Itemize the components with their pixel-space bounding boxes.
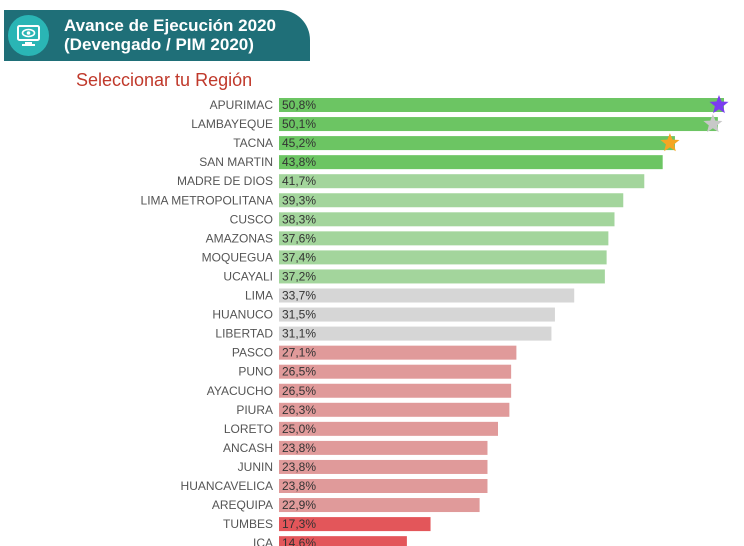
- region-label[interactable]: TUMBES: [223, 517, 273, 531]
- region-label[interactable]: JUNIN: [238, 460, 273, 474]
- region-label[interactable]: ICA: [253, 536, 273, 546]
- region-label[interactable]: PUNO: [238, 365, 273, 379]
- region-bar[interactable]: [279, 326, 552, 341]
- region-label[interactable]: LORETO: [224, 422, 273, 436]
- region-bar[interactable]: [279, 231, 609, 246]
- page-title: Avance de Ejecución 2020 (Devengado / PI…: [64, 16, 276, 54]
- bar-value-label: 50,8%: [282, 98, 316, 112]
- region-label[interactable]: LIMA METROPOLITANA: [141, 193, 273, 207]
- region-label[interactable]: ANCASH: [223, 441, 273, 455]
- region-bar[interactable]: [279, 440, 488, 455]
- region-bar[interactable]: [279, 174, 645, 189]
- region-bar[interactable]: [279, 345, 517, 360]
- region-bar[interactable]: [279, 517, 431, 532]
- bar-value-label: 43,8%: [282, 155, 316, 169]
- bar-value-label: 25,0%: [282, 422, 316, 436]
- region-label[interactable]: APURIMAC: [210, 98, 274, 112]
- region-label[interactable]: CUSCO: [230, 212, 273, 226]
- region-bar[interactable]: [279, 288, 575, 303]
- region-label[interactable]: SAN MARTIN: [199, 155, 273, 169]
- header-banner: Avance de Ejecución 2020 (Devengado / PI…: [4, 10, 310, 61]
- region-bar[interactable]: [279, 307, 555, 322]
- region-label[interactable]: LIBERTAD: [215, 327, 273, 341]
- monitor-eye-icon: [8, 15, 49, 56]
- region-bar[interactable]: [279, 459, 488, 474]
- region-selector-title[interactable]: Seleccionar tu Región: [76, 70, 253, 90]
- region-label[interactable]: MADRE DE DIOS: [177, 174, 273, 188]
- bar-value-label: 38,3%: [282, 212, 316, 226]
- region-label[interactable]: LIMA: [245, 289, 273, 303]
- bar-value-label: 31,5%: [282, 308, 316, 322]
- region-bar[interactable]: [279, 98, 724, 112]
- star-icon: [703, 114, 723, 133]
- region-bar[interactable]: [279, 383, 512, 398]
- bar-value-label: 26,5%: [282, 384, 316, 398]
- region-label[interactable]: AREQUIPA: [212, 498, 273, 512]
- region-label[interactable]: AYACUCHO: [207, 384, 273, 398]
- region-label[interactable]: HUANUCO: [212, 308, 273, 322]
- bar-value-label: 17,3%: [282, 517, 316, 531]
- star-icon: [709, 95, 729, 114]
- region-bar[interactable]: [279, 250, 607, 265]
- region-bar[interactable]: [279, 155, 663, 170]
- bar-value-label: 14,6%: [282, 536, 316, 546]
- star-icon: [660, 133, 680, 152]
- region-label[interactable]: PIURA: [236, 403, 273, 417]
- bar-value-label: 37,6%: [282, 231, 316, 245]
- bar-value-label: 41,7%: [282, 174, 316, 188]
- bar-value-label: 23,8%: [282, 460, 316, 474]
- region-bar[interactable]: [279, 117, 718, 132]
- region-bar[interactable]: [279, 479, 488, 493]
- region-label[interactable]: TACNA: [233, 136, 273, 150]
- region-bar[interactable]: [279, 212, 615, 227]
- region-label[interactable]: PASCO: [232, 346, 273, 360]
- bar-value-label: 23,8%: [282, 479, 316, 493]
- region-bar[interactable]: [279, 136, 675, 151]
- bar-value-label: 26,5%: [282, 365, 316, 379]
- region-label[interactable]: AMAZONAS: [206, 231, 273, 245]
- bar-value-label: 33,7%: [282, 289, 316, 303]
- region-label[interactable]: MOQUEGUA: [202, 250, 273, 264]
- bar-value-label: 45,2%: [282, 136, 316, 150]
- bar-value-label: 26,3%: [282, 403, 316, 417]
- region-bar[interactable]: [279, 402, 510, 417]
- bar-value-label: 37,4%: [282, 250, 316, 264]
- region-bar[interactable]: [279, 269, 605, 284]
- region-bar[interactable]: [279, 536, 407, 546]
- region-label[interactable]: LAMBAYEQUE: [191, 117, 273, 131]
- bar-value-label: 22,9%: [282, 498, 316, 512]
- bar-value-label: 23,8%: [282, 441, 316, 455]
- region-bar[interactable]: [279, 421, 498, 436]
- region-label[interactable]: UCAYALI: [223, 269, 273, 283]
- bar-value-label: 27,1%: [282, 346, 316, 360]
- region-bar[interactable]: [279, 364, 512, 379]
- region-label[interactable]: HUANCAVELICA: [181, 479, 273, 493]
- bar-value-label: 37,2%: [282, 269, 316, 283]
- bar-value-label: 50,1%: [282, 117, 316, 131]
- bar-value-label: 39,3%: [282, 193, 316, 207]
- region-bar[interactable]: [279, 498, 480, 513]
- region-bar[interactable]: [279, 193, 624, 208]
- bar-value-label: 31,1%: [282, 327, 316, 341]
